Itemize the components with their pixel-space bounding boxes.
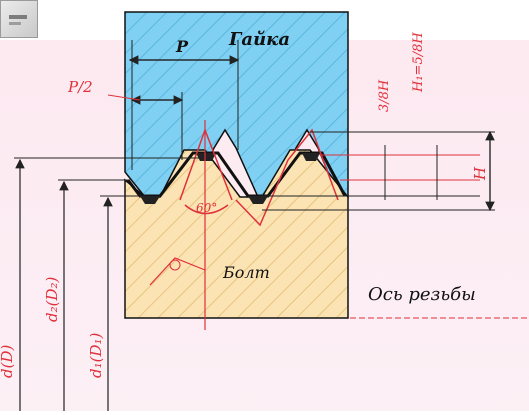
crest-fill-2 xyxy=(302,153,320,161)
d2-label: d₂(D₂) xyxy=(43,276,61,322)
thumbnail-icon[interactable] xyxy=(0,0,38,38)
h1-label: H₁=5/8H xyxy=(411,32,426,93)
root-fill-2 xyxy=(248,196,268,204)
d1-label: d₁(D₁) xyxy=(87,332,105,378)
thread-axis-label: Ось резьбы xyxy=(368,284,476,305)
angle-arc xyxy=(184,204,229,215)
nut-label: Гайка xyxy=(228,29,290,50)
height-label: H xyxy=(471,166,489,181)
d-outer-label: d(D) xyxy=(0,345,16,378)
red-triangle-2 xyxy=(235,128,339,227)
pitch-label: P xyxy=(175,37,189,56)
h38-label: 3/8H xyxy=(377,79,392,112)
half-pitch-label: P/2 xyxy=(67,78,93,96)
root-fill-1 xyxy=(140,196,160,204)
bolt-label: Болт xyxy=(222,263,270,282)
crest-fill-1 xyxy=(196,153,216,161)
bolt-leader xyxy=(149,257,206,286)
angle-label: 60° xyxy=(196,201,217,215)
